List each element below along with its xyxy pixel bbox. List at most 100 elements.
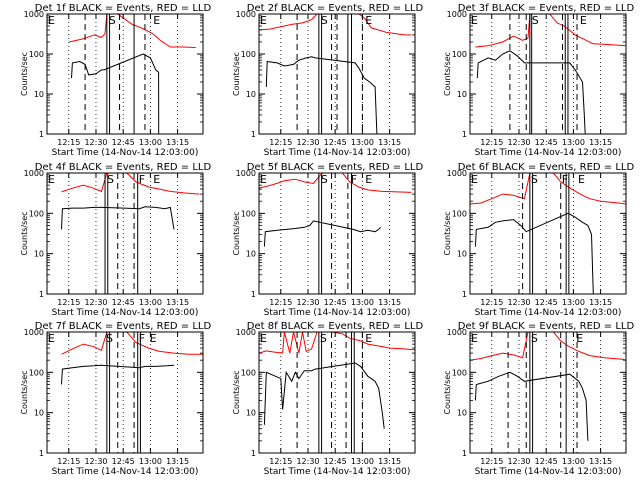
x-axis-label: Start Time (14-Nov-14 12:03:00): [475, 148, 622, 158]
y-tick-label: 1: [462, 290, 467, 299]
x-tick-label: 12:30: [296, 298, 319, 307]
series-group: [61, 332, 203, 385]
plot-frame: [46, 331, 204, 454]
event-marker-label: S: [531, 332, 538, 345]
event-marker-label: E: [576, 332, 583, 345]
x-tick-label: 13:00: [139, 298, 162, 307]
y-tick-label: 1000: [24, 10, 44, 19]
y-axis-label: Counts/sec: [443, 211, 452, 255]
chart-title: Det 8f BLACK = Events, RED = LLD: [247, 321, 424, 332]
x-tick-label: 12:45: [324, 298, 347, 307]
y-axis-label: Counts/sec: [20, 370, 29, 414]
events-series-line: [476, 50, 586, 134]
x-tick-label: 12:30: [507, 457, 530, 466]
y-tick-label: 10: [246, 409, 256, 418]
plot-frame: [469, 13, 627, 135]
x-tick-label: 12:30: [507, 298, 530, 307]
chart-title: Det 5f BLACK = Events, RED = LLD: [247, 162, 424, 173]
events-series-line: [61, 364, 175, 385]
plot-frame: [46, 172, 204, 295]
event-marker-label: E: [48, 332, 55, 345]
event-marker-label: E: [48, 173, 55, 186]
series-group: [68, 14, 196, 134]
event-marker-label: F: [351, 173, 357, 186]
series-group: [259, 14, 412, 134]
y-tick-label: 1000: [447, 328, 467, 337]
lld-series-line: [470, 332, 626, 361]
chart-title: Det 7f BLACK = Events, RED = LLD: [35, 321, 212, 332]
lld-series-line: [61, 332, 203, 355]
lld-series-line: [68, 14, 196, 48]
y-axis-label: Counts/sec: [443, 52, 452, 96]
x-tick-label: 13:15: [589, 138, 612, 147]
y-tick-label: 100: [452, 209, 467, 218]
event-marker-label: F: [139, 332, 145, 345]
x-tick-label: 13:15: [589, 298, 612, 307]
chart-title: Det 9f BLACK = Events, RED = LLD: [458, 321, 635, 332]
event-marker-label: S: [107, 173, 114, 186]
lld-series-line: [259, 173, 412, 193]
x-axis-label: Start Time (14-Nov-14 12:03:00): [264, 148, 411, 158]
event-marker-label: S: [321, 14, 328, 27]
x-tick-label: 12:30: [84, 457, 107, 466]
y-tick-label: 10: [457, 250, 467, 259]
y-tick-label: 100: [452, 50, 467, 59]
x-tick-label: 12:45: [535, 298, 558, 307]
plot-frame: [258, 13, 416, 135]
x-tick-label: 12:45: [324, 457, 347, 466]
event-marker-label: S: [106, 332, 113, 345]
x-tick-label: 13:00: [139, 138, 162, 147]
x-tick-label: 12:45: [535, 138, 558, 147]
x-tick-label: 12:15: [57, 138, 80, 147]
y-tick-label: 1000: [236, 328, 256, 337]
x-tick-label: 13:15: [378, 138, 401, 147]
event-marker-label: E: [153, 14, 160, 27]
event-marker-label: E: [260, 332, 267, 345]
y-tick-label: 100: [241, 368, 256, 377]
y-tick-label: 10: [246, 90, 256, 99]
x-tick-label: 12:45: [112, 457, 135, 466]
x-tick-label: 13:15: [166, 138, 189, 147]
plot-frame: [469, 172, 627, 295]
y-tick-label: 10: [457, 90, 467, 99]
y-tick-label: 100: [241, 209, 256, 218]
x-tick-label: 12:15: [480, 138, 503, 147]
y-tick-label: 100: [29, 50, 44, 59]
events-series-line: [61, 206, 175, 230]
events-series-line: [474, 371, 589, 441]
y-tick-label: 1: [251, 130, 256, 139]
y-tick-label: 10: [34, 409, 44, 418]
y-tick-label: 100: [29, 368, 44, 377]
y-tick-label: 1000: [447, 169, 467, 178]
series-group: [259, 173, 412, 247]
x-tick-label: 12:15: [269, 457, 292, 466]
event-marker-label: F: [562, 173, 568, 186]
event-marker-label: E: [260, 173, 267, 186]
lld-series-line: [259, 332, 415, 354]
event-marker-label: E: [153, 173, 160, 186]
event-marker-label: F: [139, 173, 145, 186]
event-marker-label: S: [531, 173, 538, 186]
x-tick-label: 12:45: [112, 298, 135, 307]
lld-series-line: [61, 173, 200, 195]
x-tick-label: 12:30: [507, 138, 530, 147]
x-axis-label: Start Time (14-Nov-14 12:03:00): [264, 467, 411, 477]
y-tick-label: 10: [246, 250, 256, 259]
y-tick-label: 1000: [236, 169, 256, 178]
x-tick-label: 13:15: [378, 298, 401, 307]
chart-title: Det 4f BLACK = Events, RED = LLD: [35, 162, 212, 173]
event-marker-label: E: [365, 14, 372, 27]
chart-title: Det 3f BLACK = Events, RED = LLD: [458, 3, 635, 14]
y-axis-label: Counts/sec: [20, 211, 29, 255]
x-tick-label: 12:30: [84, 298, 107, 307]
x-tick-label: 12:45: [535, 457, 558, 466]
events-series-line: [71, 53, 160, 134]
events-series-line: [474, 212, 594, 294]
event-marker-label: E: [365, 173, 372, 186]
chart-title: Det 1f BLACK = Events, RED = LLD: [35, 3, 212, 14]
y-axis-label: Counts/sec: [232, 211, 241, 255]
